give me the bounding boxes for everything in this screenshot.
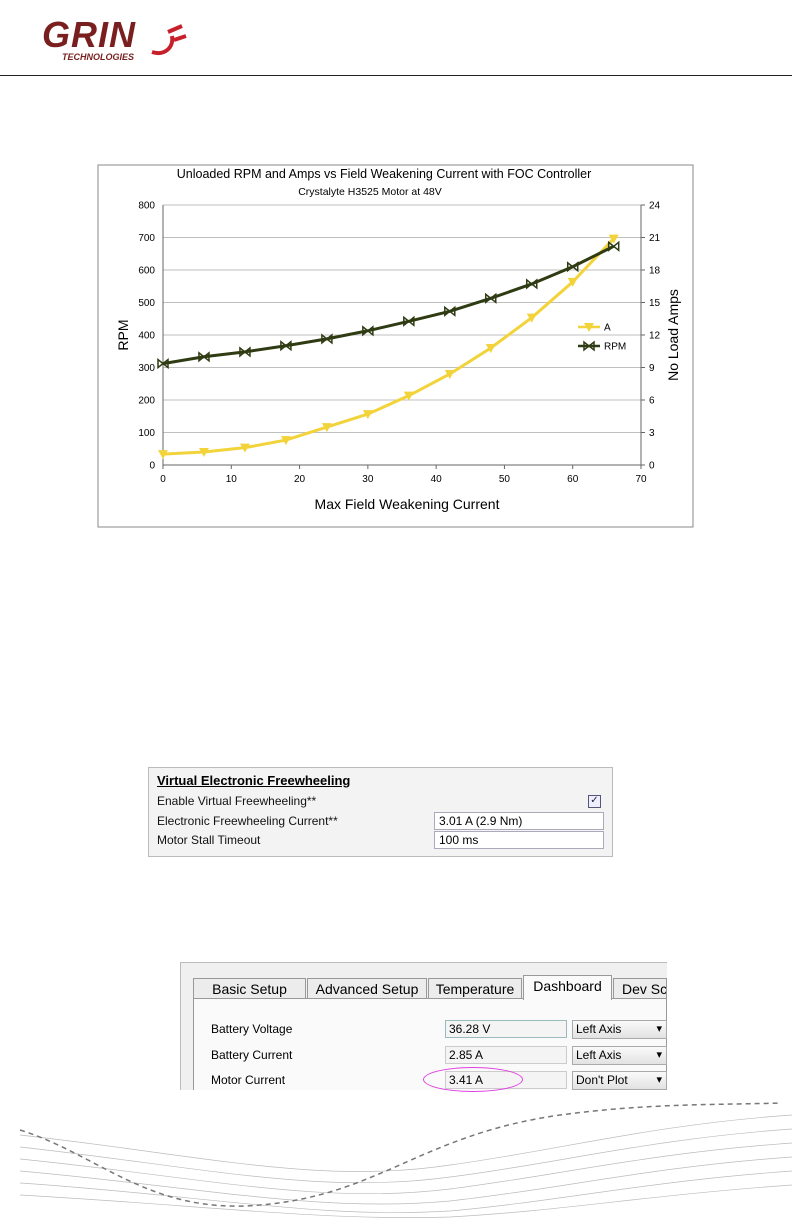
row-label: Motor Current (211, 1073, 286, 1087)
logo-plug (151, 24, 187, 55)
x-tick-label: 10 (226, 474, 238, 485)
chart-subtitle: Crystalyte H3525 Motor at 48V (298, 186, 442, 198)
y-tick-label: 300 (138, 363, 155, 374)
input-field[interactable]: 100 ms (434, 831, 604, 849)
data-point (321, 423, 332, 433)
y2-tick-label: 0 (649, 461, 655, 472)
data-point (280, 340, 292, 352)
row-label: Electronic Freewheeling Current** (157, 814, 338, 828)
y2-axis-label: No Load Amps (665, 289, 681, 381)
x-axis-label: Max Field Weakening Current (315, 496, 500, 512)
y2-tick-label: 24 (649, 201, 661, 212)
axis-dropdown[interactable]: Left Axis (572, 1020, 667, 1039)
x-tick-label: 50 (499, 474, 511, 485)
tab-active[interactable]: Dashboard (523, 975, 612, 1000)
legend-marker (584, 323, 594, 332)
data-point (158, 450, 168, 460)
data-point (608, 234, 619, 244)
data-point (362, 325, 374, 337)
y-axis-label: RPM (115, 319, 131, 350)
y2-tick-label: 9 (649, 363, 655, 374)
y-tick-label: 800 (138, 201, 155, 212)
y-tick-label: 400 (138, 331, 155, 342)
data-point (198, 448, 209, 457)
data-point (362, 410, 373, 420)
data-point (403, 391, 414, 401)
y-tick-label: 600 (138, 266, 155, 277)
legend-marker (583, 340, 595, 352)
y2-tick-label: 12 (649, 331, 661, 342)
data-point (485, 292, 497, 304)
series-line (162, 244, 615, 366)
row-label: Battery Current (211, 1048, 293, 1062)
x-tick-label: 40 (431, 474, 443, 485)
data-point (239, 346, 251, 358)
y2-tick-label: 18 (649, 266, 661, 277)
y2-tick-label: 15 (649, 298, 661, 309)
highlight-ellipse (423, 1067, 523, 1092)
axis-dropdown[interactable]: Don't Plot (572, 1071, 667, 1090)
logo-subtext: TECHNOLOGIES (62, 52, 135, 62)
row-label: Battery Voltage (211, 1022, 293, 1036)
data-point (444, 305, 456, 317)
data-point (198, 351, 210, 363)
logo: GRIN TECHNOLOGIES (40, 12, 190, 74)
tab[interactable]: Basic Setup (193, 978, 306, 999)
data-point (526, 313, 537, 323)
chart-title: Unloaded RPM and Amps vs Field Weakening… (177, 167, 592, 181)
y-tick-label: 200 (138, 396, 155, 407)
x-tick-label: 70 (635, 474, 647, 485)
y2-tick-label: 21 (649, 233, 661, 244)
y-tick-label: 500 (138, 298, 155, 309)
y2-tick-label: 6 (649, 396, 655, 407)
tab[interactable]: Dev Sc (613, 978, 667, 999)
chart: Unloaded RPM and Amps vs Field Weakening… (97, 164, 694, 528)
data-point (280, 436, 291, 446)
legend-label: A (604, 323, 611, 334)
data-point (525, 278, 538, 290)
data-point (239, 443, 250, 453)
data-point (157, 358, 169, 370)
data-point (321, 333, 333, 345)
data-point (566, 261, 579, 273)
input-field[interactable]: 3.01 A (2.9 Nm) (434, 812, 604, 830)
header-rule (0, 75, 792, 76)
y-tick-label: 100 (138, 428, 155, 439)
data-point (607, 240, 620, 252)
y-tick-label: 700 (138, 233, 155, 244)
data-point (403, 315, 415, 327)
axis-dropdown[interactable]: Left Axis (572, 1046, 667, 1065)
value-field: 36.28 V (445, 1020, 567, 1038)
x-tick-label: 0 (160, 474, 166, 485)
y2-tick-label: 3 (649, 428, 655, 439)
tab[interactable]: Advanced Setup (307, 978, 427, 999)
logo-text: GRIN (42, 14, 136, 55)
data-point (444, 370, 455, 379)
y-tick-label: 0 (149, 461, 155, 472)
series-line (162, 237, 615, 456)
x-tick-label: 60 (567, 474, 579, 485)
checkbox[interactable]: ✓ (588, 795, 601, 808)
row-label: Motor Stall Timeout (157, 833, 261, 847)
data-point (567, 277, 578, 287)
data-point (485, 344, 496, 353)
x-tick-label: 20 (294, 474, 306, 485)
row-label: Enable Virtual Freewheeling** (157, 794, 317, 808)
panel-title: Virtual Electronic Freewheeling (157, 773, 351, 788)
tab[interactable]: Temperature (428, 978, 522, 999)
legend-label: RPM (604, 342, 626, 353)
x-tick-label: 30 (362, 474, 374, 485)
value-field: 2.85 A (445, 1046, 567, 1064)
footer-decoration (19, 1102, 792, 1218)
